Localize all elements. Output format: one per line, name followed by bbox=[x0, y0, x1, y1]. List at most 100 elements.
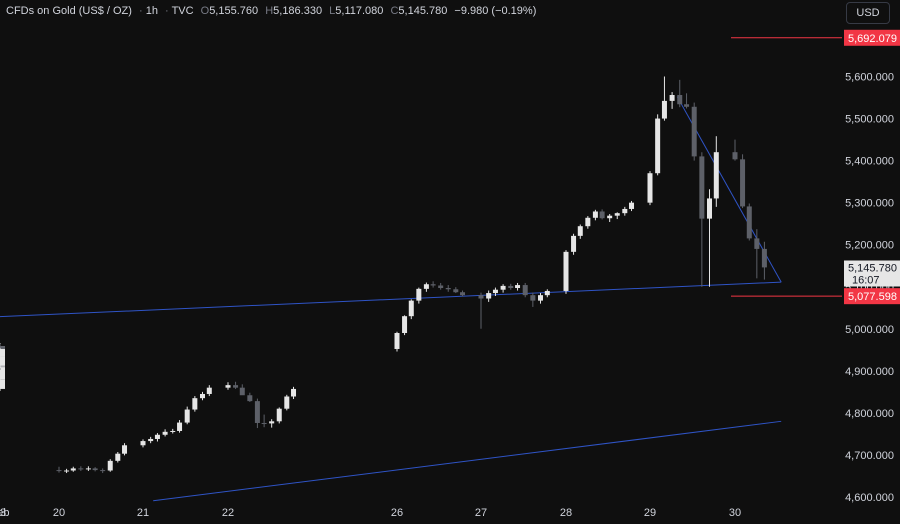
candle bbox=[162, 429, 168, 437]
candle bbox=[0, 355, 5, 369]
legend-separator: · bbox=[165, 5, 169, 17]
candle bbox=[269, 419, 275, 428]
candle bbox=[148, 436, 154, 444]
candle bbox=[438, 282, 444, 290]
candle-body bbox=[206, 387, 212, 394]
candle bbox=[669, 92, 675, 109]
trendline-2[interactable] bbox=[153, 420, 782, 502]
candle bbox=[122, 443, 128, 456]
candle-body bbox=[607, 215, 613, 219]
candle-body bbox=[669, 95, 675, 101]
candle-body bbox=[177, 422, 183, 431]
candle-body bbox=[192, 398, 198, 410]
time-axis[interactable]: 20 21 22 23 26 27 28 29 30 Feb bbox=[0, 507, 741, 519]
candle-body bbox=[530, 295, 536, 301]
candle-body bbox=[571, 235, 577, 252]
candle-body bbox=[538, 295, 543, 301]
candle-body bbox=[416, 288, 422, 301]
candle-body bbox=[622, 208, 628, 214]
price-tick-label: 4,600.000 bbox=[845, 492, 894, 504]
candle-body bbox=[707, 198, 712, 219]
candle-body bbox=[200, 393, 205, 399]
time-tick-label: 20 bbox=[53, 507, 65, 519]
low-label: L bbox=[329, 5, 336, 17]
candle-body bbox=[100, 470, 106, 472]
candle-body bbox=[661, 100, 667, 119]
candle-body bbox=[162, 431, 168, 435]
candle-body bbox=[70, 468, 76, 471]
candle bbox=[85, 466, 91, 471]
candle bbox=[200, 391, 205, 401]
candle bbox=[192, 396, 198, 412]
open-value: 5,155.760 bbox=[209, 5, 259, 17]
time-tick-label: 23 bbox=[0, 507, 6, 519]
candle bbox=[184, 406, 190, 425]
candle-body bbox=[500, 285, 506, 290]
level-price-label-text: 5,077.598 bbox=[848, 291, 897, 303]
candle-body bbox=[148, 438, 154, 442]
candle-body bbox=[394, 333, 400, 349]
candle bbox=[453, 287, 459, 294]
candle bbox=[592, 209, 598, 221]
price-tick-label: 5,500.000 bbox=[845, 114, 894, 126]
candle bbox=[107, 459, 113, 472]
candle bbox=[206, 385, 212, 397]
time-tick-label: Feb bbox=[0, 507, 9, 519]
candle bbox=[394, 331, 400, 352]
candle-body bbox=[78, 468, 84, 470]
candle-body bbox=[140, 441, 146, 446]
candle-body bbox=[64, 470, 70, 472]
candle bbox=[276, 407, 282, 424]
candle bbox=[247, 392, 253, 402]
candle bbox=[713, 136, 719, 207]
time-tick-label: 28 bbox=[560, 507, 572, 519]
candle-body bbox=[699, 156, 705, 219]
candle bbox=[500, 284, 506, 293]
candle bbox=[544, 289, 550, 298]
change-value: −9.980 (−0.19%) bbox=[454, 5, 537, 17]
candle-body bbox=[115, 453, 121, 461]
candle-body bbox=[170, 430, 176, 432]
interval[interactable]: 1h bbox=[145, 5, 158, 17]
candle bbox=[571, 233, 577, 255]
candle bbox=[408, 299, 414, 320]
currency-button[interactable]: USD bbox=[846, 2, 890, 24]
candle-body bbox=[0, 348, 5, 357]
candle-body bbox=[0, 379, 5, 389]
low-value: 5,117.080 bbox=[335, 5, 384, 17]
candle bbox=[254, 398, 260, 429]
candle bbox=[614, 212, 620, 220]
candle bbox=[291, 386, 297, 400]
candle-body bbox=[515, 285, 521, 289]
candle bbox=[677, 79, 683, 108]
candle-body bbox=[629, 202, 635, 209]
trendline-1[interactable] bbox=[0, 281, 782, 318]
price-tick-label: 4,900.000 bbox=[845, 366, 894, 378]
current-price-value: 5,145.780 bbox=[848, 262, 897, 274]
symbol-name[interactable]: CFDs on Gold (US$ / OZ) bbox=[6, 5, 132, 17]
candle bbox=[754, 229, 760, 279]
level-price-label-bg bbox=[844, 29, 900, 46]
symbol-legend: CFDs on Gold (US$ / OZ) · 1h · TVC O5,15… bbox=[6, 5, 536, 17]
candle-body bbox=[740, 159, 746, 207]
candle bbox=[284, 394, 290, 411]
candle bbox=[460, 290, 466, 297]
price-tick-label: 5,000.000 bbox=[845, 324, 894, 336]
candle bbox=[154, 433, 160, 442]
candle bbox=[761, 241, 767, 280]
candle bbox=[699, 152, 705, 287]
candle-body bbox=[92, 468, 98, 471]
candle-body bbox=[225, 385, 231, 388]
candle bbox=[530, 292, 536, 307]
candle-body bbox=[677, 95, 683, 105]
level-price-label-bg bbox=[844, 288, 900, 305]
candle-body bbox=[684, 104, 690, 107]
candle bbox=[56, 466, 62, 473]
candle-body bbox=[184, 409, 190, 423]
candle bbox=[492, 287, 498, 297]
horizontal-levels-layer[interactable] bbox=[731, 37, 842, 297]
price-axis[interactable]: 4,600.000 4,700.000 4,800.000 4,900.000 5,00… bbox=[845, 72, 894, 505]
candle bbox=[563, 250, 569, 294]
time-tick-label: 21 bbox=[137, 507, 149, 519]
